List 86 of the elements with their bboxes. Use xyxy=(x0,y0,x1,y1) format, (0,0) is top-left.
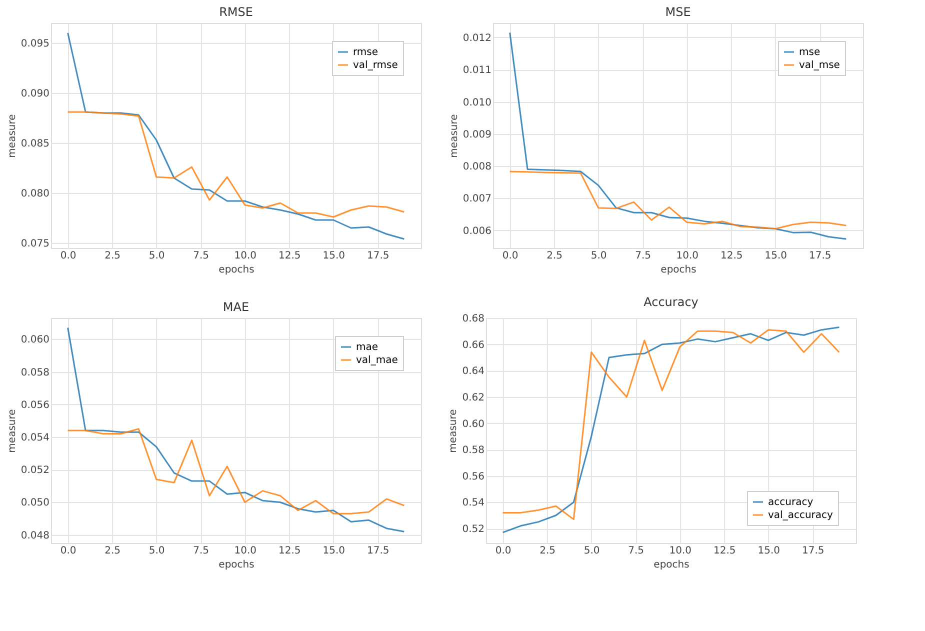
x-tick-label: 0.0 xyxy=(502,250,518,262)
y-tick-label: 0.050 xyxy=(20,498,50,509)
x-tick-label: 15.0 xyxy=(322,546,345,556)
legend-label: rmse xyxy=(353,47,378,58)
x-tick-label: 12.5 xyxy=(720,250,743,262)
x-tick-label: 15.0 xyxy=(764,250,787,262)
y-tick-label: 0.056 xyxy=(20,400,50,411)
y-axis-title: measure xyxy=(448,409,460,453)
legend-label: mse xyxy=(799,47,820,58)
y-tick-label: 0.62 xyxy=(462,392,484,404)
y-tick-label: 0.095 xyxy=(20,38,50,50)
legend-label: val_accuracy xyxy=(768,510,834,521)
x-tick-label: 12.5 xyxy=(713,546,736,556)
x-axis-title: epochs xyxy=(218,560,254,570)
x-tick-label: 17.5 xyxy=(366,250,390,262)
legend-label: val_mse xyxy=(799,60,840,71)
chart-title: RMSE xyxy=(219,5,253,19)
x-tick-label: 0.0 xyxy=(495,546,512,556)
x-tick-label: 7.5 xyxy=(193,250,210,262)
y-tick-label: 0.052 xyxy=(20,465,50,476)
y-tick-label: 0.66 xyxy=(462,340,484,351)
y-tick-label: 0.090 xyxy=(20,88,50,100)
x-tick-label: 2.5 xyxy=(104,250,121,262)
line-series xyxy=(509,32,847,240)
legend-label: mae xyxy=(356,342,378,353)
x-tick-label: 2.5 xyxy=(104,546,121,556)
y-axis-title: measure xyxy=(6,114,18,158)
y-tick-label: 0.008 xyxy=(462,162,492,173)
y-tick-label: 0.58 xyxy=(462,445,484,456)
y-tick-label: 0.048 xyxy=(20,530,50,542)
chart-title: Accuracy xyxy=(644,295,698,309)
x-axis-title: epochs xyxy=(218,264,254,276)
y-tick-label: 0.009 xyxy=(462,129,492,140)
x-tick-label: 10.0 xyxy=(676,250,698,262)
legend-label: accuracy xyxy=(768,497,814,508)
x-tick-label: 10.0 xyxy=(669,546,692,556)
y-tick-label: 0.010 xyxy=(462,97,492,108)
y-tick-label: 0.56 xyxy=(462,471,484,482)
y-axis-title: measure xyxy=(6,409,18,453)
line-series xyxy=(67,111,405,218)
y-tick-label: 0.054 xyxy=(20,432,50,444)
x-tick-label: 2.5 xyxy=(540,546,556,556)
x-tick-label: 0.0 xyxy=(60,250,76,262)
x-tick-label: 5.0 xyxy=(148,250,165,262)
x-tick-label: 12.5 xyxy=(278,546,301,556)
y-tick-label: 0.007 xyxy=(462,194,492,205)
x-tick-label: 5.0 xyxy=(584,546,600,556)
x-tick-label: 12.5 xyxy=(278,250,301,262)
x-tick-label: 17.5 xyxy=(366,546,390,556)
y-tick-label: 0.60 xyxy=(462,418,484,430)
chart-title: MAE xyxy=(222,300,250,314)
legend-label: val_rmse xyxy=(353,60,398,71)
chart-title: MSE xyxy=(665,5,691,19)
y-axis-title: measure xyxy=(448,114,460,158)
line-series xyxy=(67,327,405,532)
x-axis-title: epochs xyxy=(660,264,696,276)
x-tick-label: 15.0 xyxy=(758,546,780,556)
x-tick-label: 10.0 xyxy=(234,546,256,556)
x-tick-label: 0.0 xyxy=(60,546,76,556)
y-tick-label: 0.058 xyxy=(20,367,50,378)
line-series xyxy=(67,428,405,514)
y-tick-label: 0.011 xyxy=(462,65,492,76)
x-tick-label: 17.5 xyxy=(808,250,832,262)
y-tick-label: 0.085 xyxy=(20,138,50,150)
y-tick-label: 0.060 xyxy=(20,334,50,346)
x-tick-label: 2.5 xyxy=(546,250,563,262)
x-tick-label: 7.5 xyxy=(193,546,210,556)
y-tick-label: 0.54 xyxy=(462,498,484,509)
x-tick-label: 5.0 xyxy=(148,546,165,556)
x-axis-title: epochs xyxy=(654,560,690,570)
y-tick-label: 0.68 xyxy=(462,314,484,324)
y-tick-label: 0.075 xyxy=(20,238,50,250)
legend-label: val_mae xyxy=(356,355,398,366)
y-tick-label: 0.006 xyxy=(462,226,492,237)
y-tick-label: 0.012 xyxy=(462,32,492,44)
y-tick-label: 0.52 xyxy=(462,524,484,536)
x-tick-label: 7.5 xyxy=(635,250,652,262)
x-tick-label: 15.0 xyxy=(322,250,345,262)
x-tick-label: 5.0 xyxy=(590,250,607,262)
x-tick-label: 7.5 xyxy=(628,546,644,556)
y-tick-label: 0.080 xyxy=(20,188,50,200)
x-tick-label: 10.0 xyxy=(234,250,256,262)
x-tick-label: 17.5 xyxy=(802,546,824,556)
y-tick-label: 0.64 xyxy=(462,366,484,378)
line-series xyxy=(67,32,405,240)
line-series xyxy=(509,170,847,230)
